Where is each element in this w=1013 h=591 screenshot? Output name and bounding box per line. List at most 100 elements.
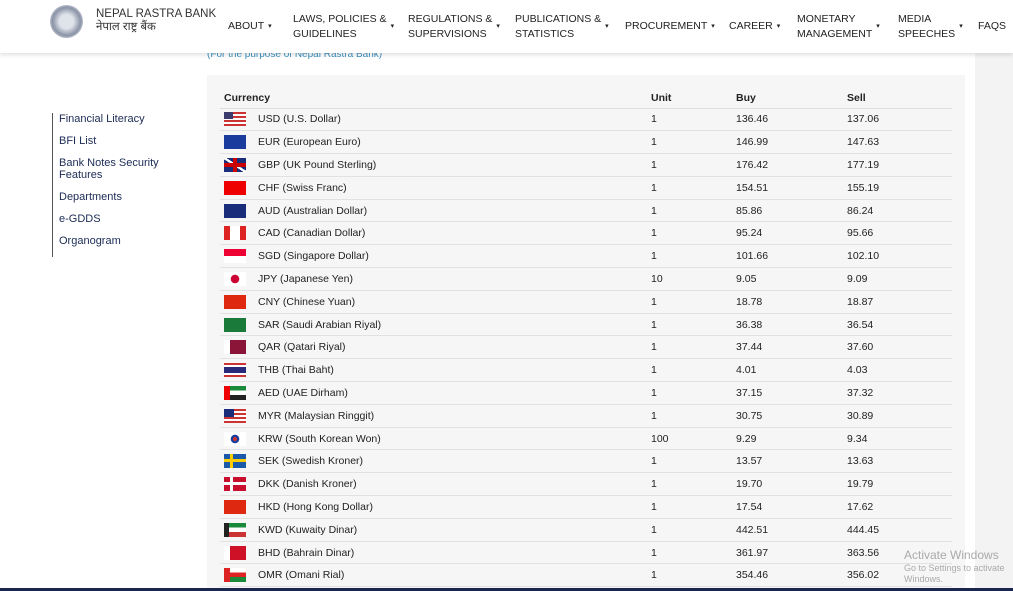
flag-cell [220, 176, 258, 200]
nav-career[interactable]: CAREER ▾ [729, 0, 780, 53]
unit: 1 [651, 176, 736, 200]
currency-name: KRW (South Korean Won) [258, 427, 651, 451]
table-row: SAR (Saudi Arabian Riyal) 1 36.38 36.54 [220, 313, 952, 337]
nav-label: LAWS, POLICIES & GUIDELINES [293, 12, 387, 40]
flag-chf-icon [224, 180, 246, 195]
sell-rate: 9.34 [847, 427, 952, 451]
flag-qar-icon [224, 340, 246, 355]
currency-name: KWD (Kuwaity Dinar) [258, 518, 651, 542]
sell-rate: 95.66 [847, 221, 952, 246]
site-header: NEPAL RASTRA BANK नेपाल राष्ट्र बैंक ABO… [0, 0, 1013, 53]
table-row: SEK (Swedish Kroner) 1 13.57 13.63 [220, 449, 952, 474]
flag-cny-icon [224, 294, 246, 309]
caret-down-icon: ▾ [390, 23, 395, 30]
caret-down-icon: ▾ [605, 23, 609, 30]
flag-hkd-icon [224, 499, 246, 514]
unit: 1 [651, 313, 736, 337]
currency-name: HKD (Hong Kong Dollar) [258, 495, 651, 519]
sell-rate: 9.09 [847, 267, 952, 291]
flag-cell [220, 108, 258, 132]
sidebar-item[interactable]: e-GDDS [59, 213, 101, 225]
unit: 1 [651, 541, 736, 565]
currency-name: OMR (Omani Rial) [258, 563, 651, 588]
currency-name: CHF (Swiss Franc) [258, 176, 651, 200]
flag-cell [220, 449, 258, 474]
sidebar-item[interactable]: Departments [59, 191, 122, 203]
flag-omr-icon [224, 568, 246, 583]
table-row: BHD (Bahrain Dinar) 1 361.97 363.56 [220, 541, 952, 565]
nav-faqs[interactable]: FAQS [978, 0, 1006, 53]
caret-down-icon: ▾ [776, 23, 781, 30]
sell-rate: 363.56 [847, 541, 952, 565]
currency-name: SEK (Swedish Kroner) [258, 449, 651, 474]
table-row: AUD (Australian Dollar) 1 85.86 86.24 [220, 199, 952, 223]
unit: 1 [651, 153, 736, 177]
caret-down-icon: ▾ [711, 23, 715, 30]
currency-name: CAD (Canadian Dollar) [258, 221, 651, 246]
caret-down-icon: ▾ [496, 23, 500, 30]
unit: 1 [651, 472, 736, 497]
table-row: USD (U.S. Dollar) 1 136.46 137.06 [220, 108, 952, 132]
nav-laws-policies[interactable]: LAWS, POLICIES & GUIDELINES ▾ [293, 0, 394, 53]
flag-cell [220, 518, 258, 542]
currency-name: SGD (Singapore Dollar) [258, 244, 651, 269]
buy-rate: 9.29 [736, 427, 847, 451]
flag-cell [220, 404, 258, 428]
purpose-note: (For the purpose of Nepal Rastra Bank) [207, 49, 383, 60]
flag-myr-icon [224, 408, 246, 423]
sell-rate: 17.62 [847, 495, 952, 519]
sidebar-item[interactable]: Bank Notes Security Features [59, 157, 159, 181]
buy-rate: 146.99 [736, 130, 847, 155]
table-row: CHF (Swiss Franc) 1 154.51 155.19 [220, 176, 952, 200]
buy-rate: 361.97 [736, 541, 847, 565]
table-row: MYR (Malaysian Ringgit) 1 30.75 30.89 [220, 404, 952, 428]
exchange-rate-table: Currency Unit Buy Sell USD (U.S. Dollar)… [220, 87, 952, 588]
nav-regulations[interactable]: REGULATIONS & SUPERVISIONS ▾ [408, 0, 500, 53]
currency-name: BHD (Bahrain Dinar) [258, 541, 651, 565]
bank-logo[interactable] [50, 5, 83, 38]
flag-bhd-icon [224, 545, 246, 560]
table-row: GBP (UK Pound Sterling) 1 176.42 177.19 [220, 153, 952, 177]
sell-rate: 4.03 [847, 358, 952, 383]
buy-rate: 37.44 [736, 335, 847, 360]
sell-rate: 18.87 [847, 290, 952, 314]
nav-label: FAQS [978, 20, 1007, 32]
unit: 1 [651, 495, 736, 519]
sidebar-item[interactable]: BFI List [59, 135, 97, 147]
buy-rate: 101.66 [736, 244, 847, 269]
nav-publications[interactable]: PUBLICATIONS & STATISTICS ▾ [515, 0, 609, 53]
sidebar-item[interactable]: Financial Literacy [59, 113, 145, 125]
buy-rate: 95.24 [736, 221, 847, 246]
unit: 1 [651, 335, 736, 360]
currency-name: GBP (UK Pound Sterling) [258, 153, 651, 177]
flag-cell [220, 541, 258, 565]
sell-rate: 356.02 [847, 563, 952, 588]
currency-name: DKK (Danish Kroner) [258, 472, 651, 497]
nav-procurement[interactable]: PROCUREMENT ▾ [625, 0, 715, 53]
flag-cell [220, 221, 258, 246]
unit: 1 [651, 108, 736, 132]
flag-thb-icon [224, 363, 246, 378]
sell-rate: 37.60 [847, 335, 952, 360]
nav-monetary[interactable]: MONETARY MANAGEMENT ▾ [797, 0, 880, 53]
sell-rate: 13.63 [847, 449, 952, 474]
caret-down-icon: ▾ [268, 23, 272, 30]
sidebar-item[interactable]: Organogram [59, 235, 121, 247]
nav-media[interactable]: MEDIA SPEECHES ▾ [898, 0, 963, 53]
unit: 1 [651, 199, 736, 223]
bank-name[interactable]: NEPAL RASTRA BANK नेपाल राष्ट्र बैंक [96, 8, 217, 33]
flag-cell [220, 290, 258, 314]
flag-cell [220, 153, 258, 177]
buy-rate: 17.54 [736, 495, 847, 519]
table-row: SGD (Singapore Dollar) 1 101.66 102.10 [220, 244, 952, 269]
flag-gbp-icon [224, 157, 246, 172]
nav-about[interactable]: ABOUT ▾ [228, 0, 272, 53]
sell-rate: 177.19 [847, 153, 952, 177]
table-row: JPY (Japanese Yen) 10 9.05 9.09 [220, 267, 952, 291]
currency-name: AUD (Australian Dollar) [258, 199, 651, 223]
buy-rate: 442.51 [736, 518, 847, 542]
sell-rate: 102.10 [847, 244, 952, 269]
nav-label: ABOUT [228, 20, 265, 32]
buy-rate: 85.86 [736, 199, 847, 223]
flag-aud-icon [224, 203, 246, 218]
